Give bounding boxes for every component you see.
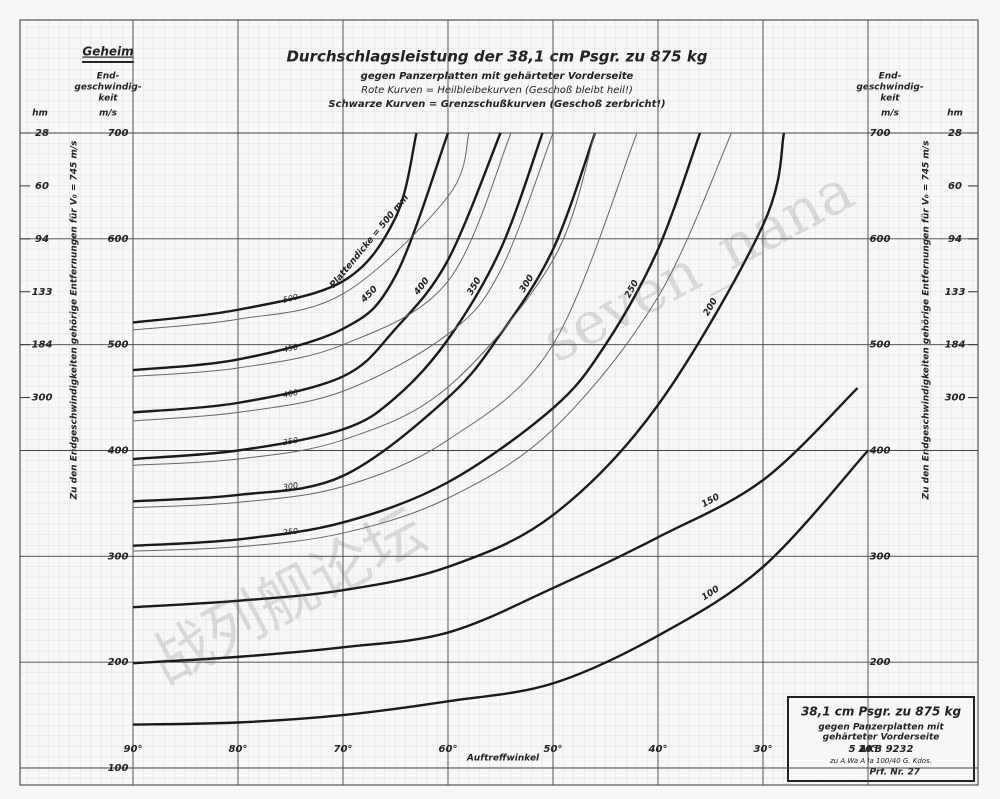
- distance-tick-label: 133: [32, 287, 53, 298]
- annotation: Schwarze Kurven = Grenzschußkurven (Gesc…: [328, 99, 665, 110]
- y-tick-label: 200: [108, 657, 129, 668]
- curve: [132, 132, 470, 331]
- curve-label: 400: [282, 388, 299, 400]
- distance-tick-label: 28: [35, 128, 49, 139]
- curve: [132, 132, 544, 461]
- y2-tick-label: 400: [869, 446, 891, 457]
- y2-tick-label: 500: [870, 340, 891, 351]
- x-tick-label: 30°: [754, 744, 773, 755]
- x-tick-label: 40°: [648, 744, 668, 755]
- chart-title: Durchschlagsleistung der 38,1 cm Psgr. z…: [286, 48, 707, 66]
- distance-tick-label: 94: [35, 234, 49, 245]
- curve: [132, 132, 638, 509]
- distance-unit: hm: [947, 109, 963, 119]
- classification: Geheim: [82, 45, 133, 59]
- curve: [132, 132, 554, 422]
- curve: [132, 132, 597, 503]
- y2-tick-label: 200: [870, 657, 891, 668]
- y2-tick-label: 600: [870, 234, 891, 245]
- distance-label: Zu den Endgeschwindigkeiten gehörige Ent…: [70, 140, 80, 501]
- distance-tick-label: 94: [948, 234, 962, 245]
- y-unit: m/s: [881, 109, 900, 119]
- curve: [132, 132, 450, 372]
- curve: [132, 449, 869, 726]
- annotation: Rote Kurven = Heilbleibekurven (Geschoß …: [361, 85, 633, 96]
- curve: [132, 132, 418, 324]
- subtitle: gegen Panzerplatten mit gehärteter Vorde…: [361, 71, 634, 82]
- x-tick-label: 60°: [439, 744, 458, 755]
- curve-label: 450: [282, 342, 299, 354]
- curve: [132, 132, 502, 414]
- distance-tick-label: 28: [948, 128, 962, 139]
- curve: [132, 132, 596, 466]
- y-tick-label: 600: [108, 234, 129, 245]
- y-tick-label: 400: [107, 446, 129, 457]
- y2-tick-label: 300: [870, 551, 891, 562]
- distance-tick-label: 300: [945, 393, 966, 404]
- y-tick-label: 500: [108, 340, 129, 351]
- y-tick-label: 100: [108, 763, 129, 774]
- distance-tick-label: 133: [945, 287, 966, 298]
- curve: [132, 132, 732, 552]
- y-label: End-: [97, 72, 120, 82]
- stamp-line: zu A Wa A Ia 100/40 G. Kdos.: [829, 757, 932, 765]
- stamp-title: 38,1 cm Psgr. zu 875 kg: [801, 705, 962, 719]
- curve-label: 250: [282, 526, 298, 537]
- y-label: geschwindig-: [74, 83, 141, 93]
- x-tick-label: 20°: [859, 744, 878, 755]
- x-label: Auftreffwinkel: [466, 754, 540, 764]
- curve-label: 350: [282, 436, 299, 448]
- distance-label: Zu den Endgeschwindigkeiten gehörige Ent…: [922, 140, 932, 501]
- distance-tick-label: 184: [945, 340, 966, 351]
- curve: [132, 132, 786, 609]
- y-label: geschwindig-: [856, 83, 923, 93]
- y2-tick-label: 700: [870, 128, 891, 139]
- distance-unit: hm: [32, 109, 48, 119]
- y-label: End-: [879, 72, 902, 82]
- y-label: keit: [880, 94, 900, 104]
- x-tick-label: 50°: [544, 744, 563, 755]
- x-tick-label: 90°: [124, 744, 143, 755]
- y-tick-label: 700: [108, 128, 129, 139]
- curve-label: 500: [282, 292, 299, 304]
- distance-tick-label: 300: [32, 393, 53, 404]
- curve: [132, 387, 859, 665]
- y-tick-label: 300: [108, 551, 129, 562]
- curve: [132, 132, 512, 377]
- stamp-line: 5 AKB 9232: [849, 744, 914, 755]
- stamp-line: gehärteter Vorderseite: [823, 733, 940, 743]
- plot: 90° 80° 70° 60° 50° 40° 30° 20° 700 600 500 400 300 2…: [20, 20, 978, 785]
- x-tick-label: 70°: [334, 744, 353, 755]
- curve-label: 300: [282, 481, 298, 492]
- stamp-line: Prf. Nr. 27: [870, 768, 921, 778]
- distance-tick-label: 60: [948, 181, 962, 192]
- stamp-box: [787, 696, 975, 782]
- x-tick-label: 80°: [229, 744, 248, 755]
- curve: [132, 132, 702, 547]
- stamp-line: gegen Panzerplatten mit: [818, 723, 944, 733]
- y-unit: m/s: [99, 109, 118, 119]
- distance-tick-label: 60: [35, 181, 49, 192]
- grid-paper: [19, 19, 979, 786]
- distance-tick-label: 184: [32, 340, 53, 351]
- y-label: keit: [98, 94, 118, 104]
